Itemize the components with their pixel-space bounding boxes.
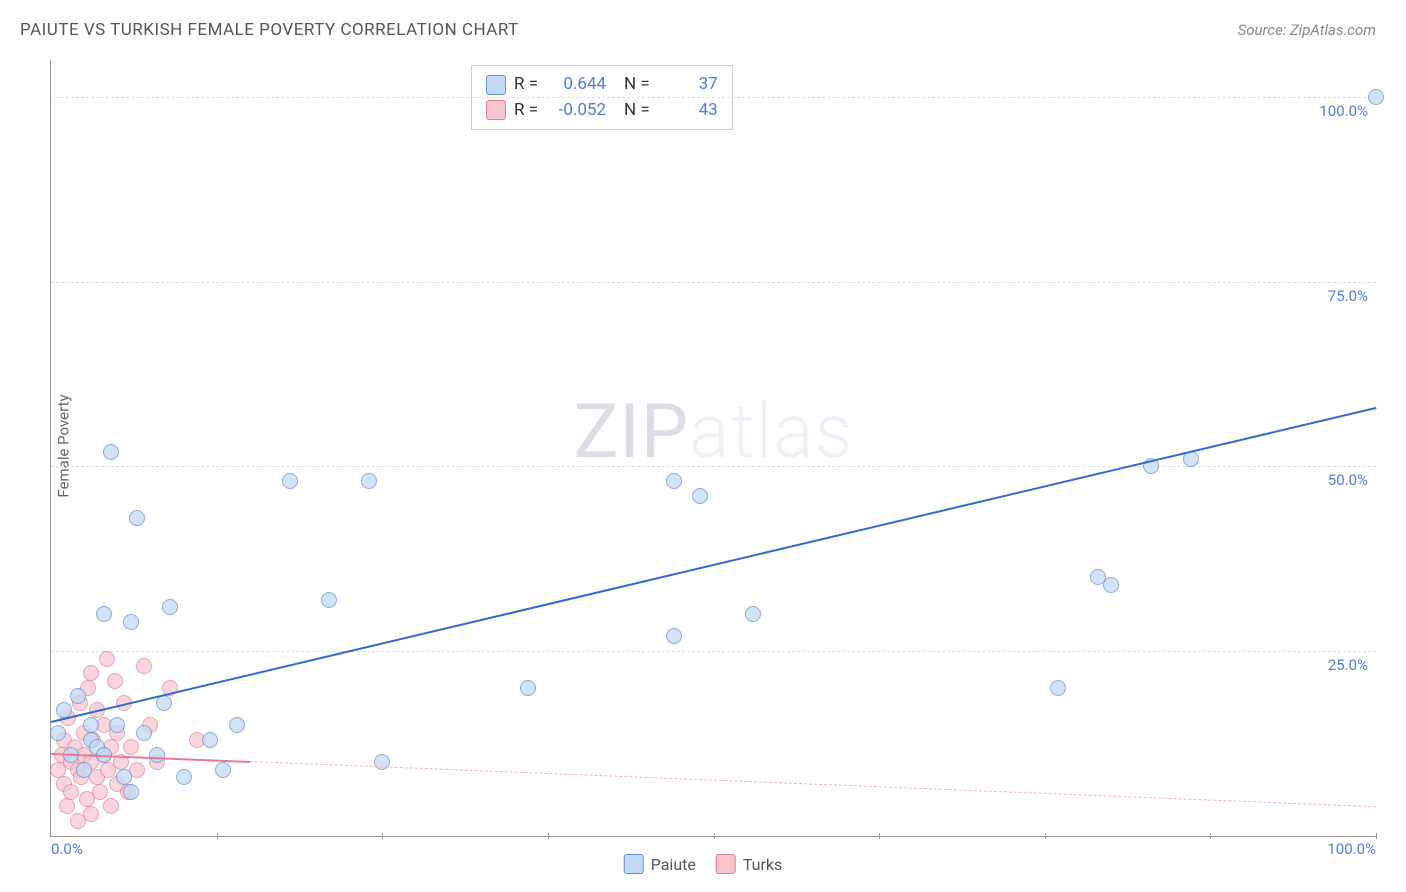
data-point [321, 592, 337, 608]
data-point [202, 732, 218, 748]
data-point [361, 473, 377, 489]
data-point [162, 599, 178, 615]
data-point [129, 510, 145, 526]
data-point [149, 747, 165, 763]
data-point [123, 739, 139, 755]
scatter-chart: ZIPatlas R = 0.644 N = 37 R = -0.052 N =… [50, 60, 1376, 837]
y-tick-label: 100.0% [1319, 102, 1368, 120]
x-tick-label: 0.0% [51, 840, 83, 858]
data-point [83, 717, 99, 733]
data-point [109, 717, 125, 733]
data-point [123, 614, 139, 630]
watermark: ZIPatlas [573, 388, 853, 476]
x-tick [1045, 833, 1046, 839]
data-point [1368, 89, 1384, 105]
x-tick [1376, 833, 1377, 839]
data-point [83, 665, 99, 681]
data-point [59, 798, 75, 814]
gridline [51, 282, 1376, 283]
data-point [229, 717, 245, 733]
data-point [215, 762, 231, 778]
y-tick-label: 75.0% [1328, 287, 1368, 305]
gridline [51, 651, 1376, 652]
data-point [103, 444, 119, 460]
data-point [1103, 577, 1119, 593]
data-point [374, 754, 390, 770]
data-point [63, 784, 79, 800]
data-point [666, 473, 682, 489]
swatch-paiute [486, 75, 506, 95]
correlation-row-turks: R = -0.052 N = 43 [486, 98, 718, 124]
data-point [136, 725, 152, 741]
trend-line-dashed [250, 761, 1376, 807]
x-tick [714, 833, 715, 839]
x-tick-label: 100.0% [1327, 840, 1376, 858]
swatch-turks [486, 100, 506, 120]
data-point [692, 488, 708, 504]
data-point [107, 673, 123, 689]
x-tick [382, 833, 383, 839]
data-point [520, 680, 536, 696]
data-point [136, 658, 152, 674]
gridline [51, 466, 1376, 467]
swatch-paiute-icon [624, 854, 644, 874]
chart-title: PAIUTE VS TURKISH FEMALE POVERTY CORRELA… [20, 20, 519, 40]
series-legend: Paiute Turks [624, 854, 783, 874]
data-point [1050, 680, 1066, 696]
swatch-turks-icon [716, 854, 736, 874]
data-point [666, 628, 682, 644]
x-tick [548, 833, 549, 839]
trend-line [51, 407, 1376, 723]
source-attribution: Source: ZipAtlas.com [1238, 21, 1376, 39]
data-point [103, 798, 119, 814]
x-tick [217, 833, 218, 839]
y-tick-label: 50.0% [1328, 471, 1368, 489]
data-point [50, 725, 66, 741]
data-point [76, 762, 92, 778]
x-tick [879, 833, 880, 839]
gridline [51, 97, 1376, 98]
y-tick-label: 25.0% [1328, 656, 1368, 674]
data-point [92, 784, 108, 800]
data-point [116, 769, 132, 785]
data-point [282, 473, 298, 489]
data-point [83, 806, 99, 822]
data-point [70, 688, 86, 704]
legend-item-turks: Turks [716, 854, 782, 874]
data-point [176, 769, 192, 785]
data-point [96, 606, 112, 622]
data-point [123, 784, 139, 800]
data-point [99, 651, 115, 667]
correlation-row-paiute: R = 0.644 N = 37 [486, 72, 718, 98]
x-tick [1210, 833, 1211, 839]
data-point [745, 606, 761, 622]
legend-item-paiute: Paiute [624, 854, 696, 874]
